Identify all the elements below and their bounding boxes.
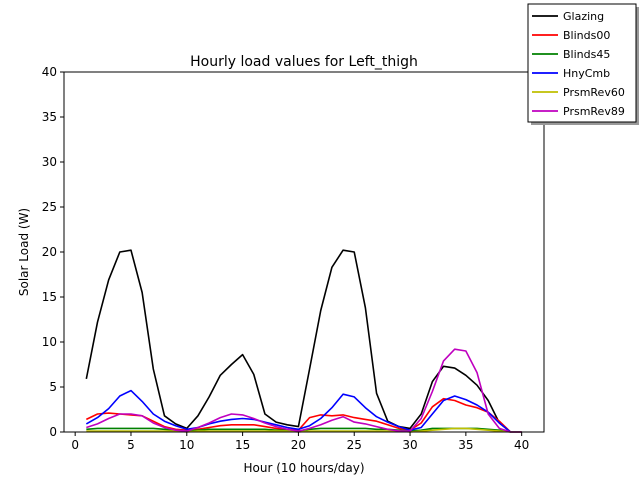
x-tick-label: 5	[127, 438, 135, 452]
series-line-glazing	[85, 249, 522, 433]
x-tick-label: 10	[179, 438, 194, 452]
legend-label-hnycmb: HnyCmb	[563, 67, 610, 80]
y-tick-label: 15	[42, 290, 57, 304]
series-lines	[85, 249, 522, 433]
y-tick-label: 35	[42, 110, 57, 124]
axes: 0 5 10 15 20 25 30 35 40 0 5 10 15 20 25 30 35 40	[42, 65, 545, 452]
x-tick-label: 30	[402, 438, 417, 452]
y-tick-label: 0	[49, 425, 57, 439]
series-line-hnycmb	[85, 389, 522, 433]
y-axis-label: Solar Load (W)	[17, 208, 31, 296]
y-tick-label: 10	[42, 335, 57, 349]
y-tick-label: 30	[42, 155, 57, 169]
x-tick-label: 20	[291, 438, 306, 452]
legend: Glazing Blinds00 Blinds45 HnyCmb PrsmRev60 Pr…	[527, 3, 639, 125]
chart-title: Hourly load values for Left_thigh	[190, 54, 418, 70]
y-tick-label: 25	[42, 200, 57, 214]
x-tick-label: 35	[458, 438, 473, 452]
legend-label-blinds45: Blinds45	[563, 48, 610, 61]
series-line-blinds00	[85, 397, 522, 433]
series-line-prsmrev89	[86, 348, 522, 433]
x-tick-label: 25	[347, 438, 362, 452]
legend-label-prsmrev89: PrsmRev89	[563, 105, 625, 118]
legend-label-blinds00: Blinds00	[563, 29, 610, 42]
x-tick-label: 0	[71, 438, 79, 452]
x-axis-label: Hour (10 hours/day)	[243, 461, 364, 475]
legend-box	[527, 3, 637, 123]
y-tick-label: 20	[42, 245, 57, 259]
y-tick-label: 40	[42, 65, 57, 79]
x-tick-label: 40	[514, 438, 529, 452]
y-tick-label: 5	[49, 380, 57, 394]
legend-label-prsmrev60: PrsmRev60	[563, 86, 625, 99]
x-tick-label: 15	[235, 438, 250, 452]
legend-label-glazing: Glazing	[563, 10, 604, 23]
